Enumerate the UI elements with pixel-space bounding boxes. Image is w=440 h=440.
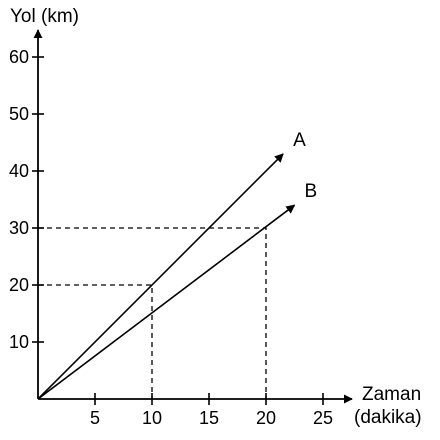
x-tick-label-25: 25 <box>313 408 333 428</box>
x-axis-label-line1: Zaman <box>362 384 421 405</box>
ticks-layer: 5 10 15 20 25 10 20 30 40 50 60 <box>9 47 333 428</box>
series-label-B: B <box>305 181 318 202</box>
guide-line-10-20 <box>38 284 153 399</box>
x-axis-label-line2: (dakika) <box>354 407 422 428</box>
y-tick-label-30: 30 <box>9 218 29 238</box>
y-tick-label-20: 20 <box>9 275 29 295</box>
y-tick-label-50: 50 <box>9 104 29 124</box>
x-tick-label-5: 5 <box>90 408 100 428</box>
guide-line-20-30 <box>38 227 267 399</box>
y-tick-label-40: 40 <box>9 161 29 181</box>
x-tick-label-10: 10 <box>142 408 162 428</box>
series-line-A <box>37 153 284 400</box>
x-tick-label-20: 20 <box>256 408 276 428</box>
y-tick-label-10: 10 <box>9 332 29 352</box>
y-tick-label-60: 60 <box>9 47 29 67</box>
series-label-A: A <box>293 130 306 151</box>
y-axis-label: Yol (km) <box>10 6 79 27</box>
series-line-B <box>37 204 296 400</box>
x-tick-label-15: 15 <box>199 408 219 428</box>
guides-layer <box>38 227 267 399</box>
series-layer: AB <box>37 130 318 400</box>
